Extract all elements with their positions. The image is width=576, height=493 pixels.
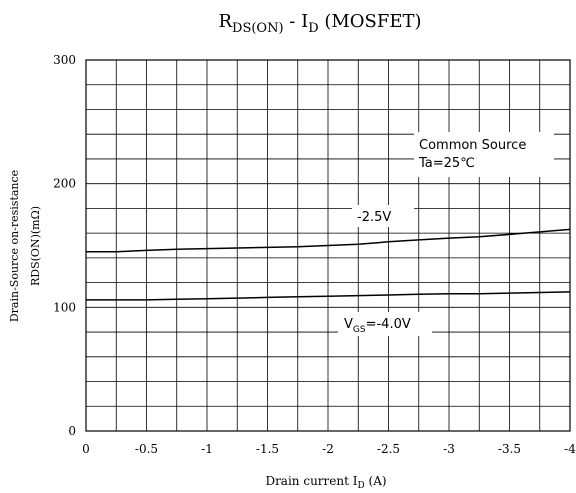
x-tick-label: -3 (443, 442, 455, 456)
series-label-a-bg (352, 205, 414, 227)
series-label-vgs-subscript: GS (353, 325, 366, 335)
plot-frame (85, 59, 571, 432)
x-tick-label: -4 (564, 442, 576, 456)
annotation-line1: Common Source (419, 138, 526, 153)
y-tick-label: 200 (53, 177, 76, 191)
y-axis-label-line2: RDS(ON)(mΩ) (29, 206, 42, 286)
x-tick-label: -1.5 (256, 442, 279, 456)
x-tick-label: 0 (82, 442, 90, 456)
series-lines (86, 228, 571, 301)
series-line-0 (86, 228, 571, 253)
title-dash: - (284, 11, 302, 32)
series-label-vgs-prefix: V (344, 317, 353, 332)
title-i: I (301, 11, 308, 32)
x-tick-label: -0.5 (135, 442, 158, 456)
x-tick-label: -2.5 (377, 442, 400, 456)
x-tick-label: -1 (201, 442, 213, 456)
annotation-line2: Ta=25℃ (418, 156, 475, 171)
x-tick-label: -2 (322, 442, 334, 456)
title-r-subscript: DS(ON) (232, 21, 284, 36)
x-axis-label-main: Drain current I (265, 474, 357, 488)
y-axis-label-line1: Drain-Source on-resistance (8, 170, 21, 322)
y-tick-label: 100 (53, 300, 76, 314)
series-label-vgs-rest: =-4.0V (366, 317, 411, 332)
title-tail: (MOSFET) (319, 11, 422, 32)
series-label-b-bg (338, 312, 432, 336)
title-i-subscript: D (308, 21, 318, 36)
series-line-1 (86, 291, 571, 301)
series-label-vgs-minus4-0v: VGS=-4.0V (344, 317, 411, 335)
tick-labels: 0 -0.5 -1 -1.5 -2 -2.5 -3 -3.5 -4 0 100 200 300 (53, 53, 576, 456)
series-label-minus2-5v: -2.5V (357, 210, 391, 225)
x-axis-label-subscript: D (357, 481, 364, 491)
grid-lines (86, 60, 570, 431)
chart-title: RDS(ON) - ID (MOSFET) (218, 11, 421, 36)
x-axis-label-tail: (A) (365, 474, 387, 488)
title-r: R (218, 11, 232, 32)
annotation-box-bg (414, 132, 554, 177)
x-axis-label: Drain current ID (A) (265, 474, 386, 491)
y-tick-label: 0 (68, 424, 76, 438)
x-tick-label: -3.5 (498, 442, 521, 456)
y-tick-label: 300 (53, 53, 76, 67)
